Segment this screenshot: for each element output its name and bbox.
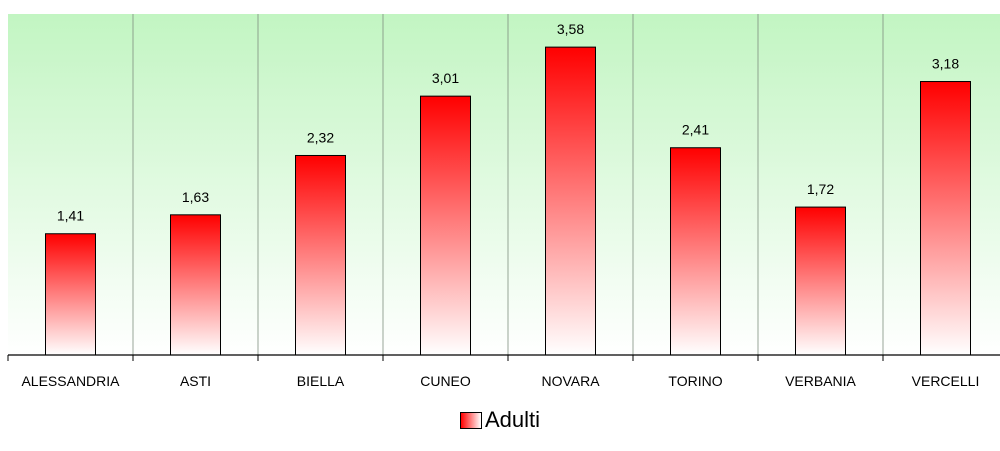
bar-series-adulti [45, 46, 971, 356]
bar-vercelli [920, 81, 971, 356]
bar-biella [295, 154, 346, 356]
data-label-torino: 2,41 [682, 122, 709, 138]
data-label-alessandria: 1,41 [57, 208, 84, 224]
bar-torino [670, 147, 721, 356]
x-tick-label-verbania: VERBANIA [785, 373, 856, 389]
x-tick-label-vercelli: VERCELLI [912, 373, 980, 389]
bar-alessandria [45, 233, 96, 356]
data-label-verbania: 1,72 [807, 181, 834, 197]
legend: Adulti [0, 407, 1000, 448]
x-tick-label-cuneo: CUNEO [420, 373, 471, 389]
data-label-cuneo: 3,01 [432, 70, 459, 86]
bar-cuneo [420, 95, 471, 356]
x-tick-label-novara: NOVARA [541, 373, 600, 389]
legend-label-adulti: Adulti [484, 407, 541, 432]
x-axis-ticks [7, 355, 884, 361]
x-tick-label-alessandria: ALESSANDRIA [21, 373, 120, 389]
bar-asti [170, 214, 221, 356]
category-separators [132, 14, 884, 355]
bar-verbania [795, 206, 846, 356]
x-axis-tick-labels: ALESSANDRIA ASTI BIELLA CUNEO NOVARA TORINO VE… [21, 373, 979, 389]
data-labels: 1,41 1,63 2,32 3,01 3,58 2,41 1,72 3,18 [57, 21, 959, 224]
x-tick-label-asti: ASTI [180, 373, 211, 389]
data-label-biella: 2,32 [307, 129, 334, 145]
x-tick-label-torino: TORINO [668, 373, 722, 389]
data-label-asti: 1,63 [182, 189, 209, 205]
data-label-vercelli: 3,18 [932, 56, 959, 72]
bar-novara [545, 46, 596, 356]
legend-swatch-adulti [459, 411, 482, 429]
data-label-novara: 3,58 [557, 21, 584, 37]
plot-area [8, 14, 1000, 355]
x-tick-label-biella: BIELLA [297, 373, 345, 389]
